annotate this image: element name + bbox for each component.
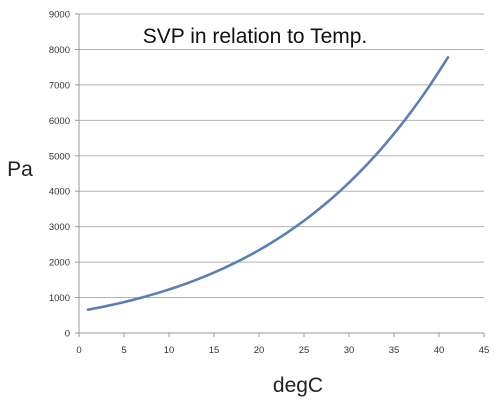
x-tick-label: 20 — [254, 345, 265, 356]
series-line-0 — [86, 56, 450, 312]
axes — [78, 14, 484, 334]
y-tick-labels: 0 1000 2000 3000 4000 5000 6000 7000 8000 9000 — [49, 10, 70, 340]
y-tick-label: 5000 — [49, 151, 70, 162]
y-tick-label: 2000 — [49, 258, 70, 269]
series-lines — [86, 56, 450, 312]
x-tick-label: 25 — [299, 345, 310, 356]
y-axis-title: Pa — [7, 158, 33, 181]
y-tick-label: 1000 — [49, 293, 70, 304]
y-tick-label: 8000 — [49, 45, 70, 56]
y-tick-label: 4000 — [49, 187, 70, 198]
x-tick-label: 45 — [479, 345, 490, 356]
x-tick-label: 10 — [164, 345, 175, 356]
y-tick-label: 6000 — [49, 116, 70, 127]
x-tick-label: 15 — [209, 345, 220, 356]
x-tick-labels: 0 5 10 15 20 25 30 35 40 45 — [76, 345, 489, 356]
chart-title: SVP in relation to Temp. — [143, 25, 368, 48]
y-tick-label: 7000 — [49, 80, 70, 91]
y-tick-label: 9000 — [49, 10, 70, 21]
x-tick-label: 30 — [344, 345, 355, 356]
gridlines — [75, 13, 485, 337]
y-tick-label: 0 — [65, 329, 70, 340]
x-axis-title: degC — [273, 374, 323, 397]
x-tick-label: 0 — [76, 345, 81, 356]
x-tick-label: 40 — [434, 345, 445, 356]
x-tick-label: 5 — [121, 345, 126, 356]
x-tick-label: 35 — [389, 345, 400, 356]
y-tick-label: 3000 — [49, 222, 70, 233]
